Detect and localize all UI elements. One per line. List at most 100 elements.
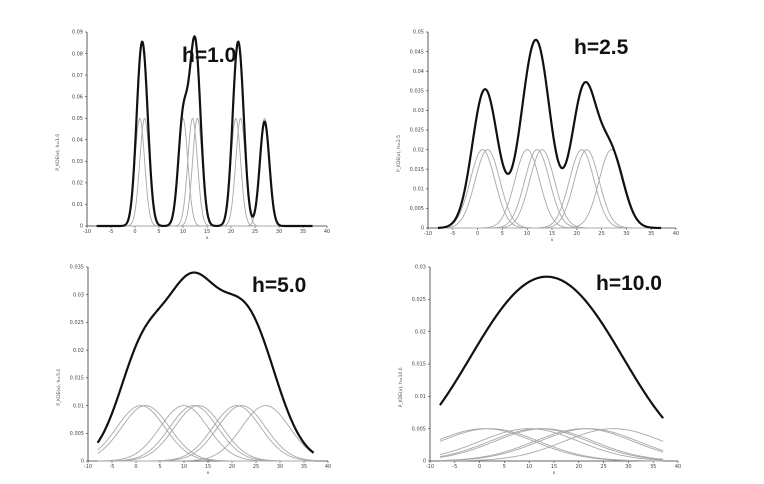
- kernel-curve-8: [439, 428, 664, 462]
- x-tick-label: 5: [501, 231, 504, 237]
- panel-title: h=1.0: [182, 44, 236, 67]
- x-tick-label: 20: [574, 231, 580, 237]
- panel-title: h=5.0: [252, 274, 306, 297]
- y-tick-label: 0.03: [72, 159, 83, 165]
- y-tick-label: 0.025: [412, 297, 426, 303]
- x-tick-label: 35: [301, 464, 307, 470]
- x-tick-label: 20: [228, 229, 234, 235]
- y-tick-label: 0: [423, 459, 426, 465]
- x-tick-label: 20: [229, 464, 235, 470]
- x-axis-label: x: [207, 471, 210, 476]
- y-tick-label: 0.04: [72, 137, 83, 143]
- panel-title: h=10.0: [596, 272, 662, 295]
- kernel-curve-6: [97, 405, 314, 462]
- kernel-curve-7: [97, 405, 314, 462]
- panel-title: h=2.5: [574, 36, 629, 59]
- x-tick-label: 35: [650, 464, 656, 470]
- kde-sum-curve: [96, 271, 315, 454]
- x-tick-label: -10: [426, 464, 434, 470]
- y-tick-label: 0.025: [70, 320, 84, 326]
- y-tick-label: 0.035: [410, 89, 424, 95]
- kernel-curve-3: [439, 428, 664, 461]
- kernel-curve-8: [97, 405, 314, 462]
- kde-sum-curve: [437, 38, 662, 230]
- y-tick-label: 0.01: [72, 202, 83, 208]
- y-tick-label: 0.03: [415, 265, 426, 271]
- x-tick-label: 40: [675, 464, 681, 470]
- kernel-curve-5: [439, 428, 664, 460]
- kde-sum-curve: [439, 275, 664, 419]
- kernel-curve-4: [439, 428, 664, 461]
- kernel-curve-4: [97, 405, 314, 462]
- x-tick-label: 10: [180, 229, 186, 235]
- x-tick-label: 40: [325, 464, 331, 470]
- kernel-curve-7: [439, 428, 664, 462]
- y-tick-label: 0.04: [413, 69, 424, 75]
- kernel-curve-3: [97, 405, 314, 462]
- x-tick-label: 10: [526, 464, 532, 470]
- kernel-curve-1: [439, 428, 664, 462]
- x-tick-label: 25: [600, 464, 606, 470]
- chart-panel-2: 0 0.005 0.01 0.015 0.02 0.025 0.03 0.035 0.04 0.0…: [396, 30, 679, 243]
- x-tick-label: -5: [450, 231, 455, 237]
- y-tick-label: 0.015: [70, 376, 84, 382]
- y-tick-label: 0.005: [412, 426, 426, 432]
- y-axis-label: P_KDE(x), h=2.5: [396, 135, 402, 172]
- kernel-curve-2: [97, 405, 314, 462]
- chart-panel-3: 0 0.005 0.01 0.015 0.02 0.025 0.03 0.035 -10 -5 0 5…: [56, 265, 331, 476]
- x-tick-label: 15: [551, 464, 557, 470]
- x-tick-label: 0: [133, 229, 136, 235]
- x-axis-label: x: [206, 236, 209, 241]
- x-tick-label: 0: [134, 464, 137, 470]
- y-axis-label: P_KDE(x), h=10.0: [398, 367, 404, 407]
- x-tick-label: 15: [204, 229, 210, 235]
- y-tick-label: 0.05: [413, 30, 424, 36]
- y-tick-label: 0.02: [415, 329, 426, 335]
- y-tick-label: 0.05: [72, 116, 83, 122]
- y-tick-label: 0: [421, 226, 424, 232]
- x-tick-label: 10: [181, 464, 187, 470]
- y-tick-label: 0.015: [410, 167, 424, 173]
- x-tick-label: 40: [673, 231, 679, 237]
- kernel-curve-6: [439, 428, 664, 461]
- y-tick-label: 0.005: [410, 206, 424, 212]
- chart-panel-1: 0 0.01 0.02 0.03 0.04 0.05 0.06 0.07 0.08 0.09 -10…: [55, 30, 330, 241]
- y-tick-label: 0.07: [72, 73, 83, 79]
- x-tick-label: -5: [110, 464, 115, 470]
- x-tick-label: 5: [158, 464, 161, 470]
- x-tick-label: 5: [503, 464, 506, 470]
- x-tick-label: 35: [300, 229, 306, 235]
- kernel-curve-2: [439, 428, 664, 462]
- y-axis-label: P_KDE(x), h=5.0: [56, 369, 62, 406]
- y-tick-label: 0.035: [70, 265, 84, 271]
- kernel-curve-1: [97, 405, 314, 462]
- x-tick-label: 25: [253, 464, 259, 470]
- y-tick-label: 0.08: [72, 51, 83, 57]
- x-tick-label: 30: [277, 464, 283, 470]
- y-tick-label: 0.01: [73, 403, 84, 409]
- y-tick-label: 0.03: [73, 292, 84, 298]
- kde-sum-curve: [96, 35, 313, 228]
- x-tick-label: 15: [205, 464, 211, 470]
- x-tick-label: 35: [648, 231, 654, 237]
- x-tick-label: -10: [83, 229, 91, 235]
- y-tick-label: 0.09: [72, 30, 83, 36]
- y-tick-label: 0: [81, 459, 84, 465]
- x-tick-label: 25: [598, 231, 604, 237]
- y-tick-label: 0.03: [413, 108, 424, 114]
- y-tick-label: 0: [80, 224, 83, 230]
- y-tick-label: 0.02: [72, 181, 83, 187]
- y-tick-label: 0.005: [70, 431, 84, 437]
- x-tick-label: 30: [276, 229, 282, 235]
- x-tick-label: 30: [623, 231, 629, 237]
- x-tick-label: 10: [524, 231, 530, 237]
- x-tick-label: 40: [324, 229, 330, 235]
- x-axis-label: x: [553, 471, 556, 476]
- x-tick-label: -10: [424, 231, 432, 237]
- x-tick-label: -5: [109, 229, 114, 235]
- x-tick-label: 15: [549, 231, 555, 237]
- x-tick-label: 20: [576, 464, 582, 470]
- y-tick-label: 0.06: [72, 94, 83, 100]
- y-tick-label: 0.01: [415, 394, 426, 400]
